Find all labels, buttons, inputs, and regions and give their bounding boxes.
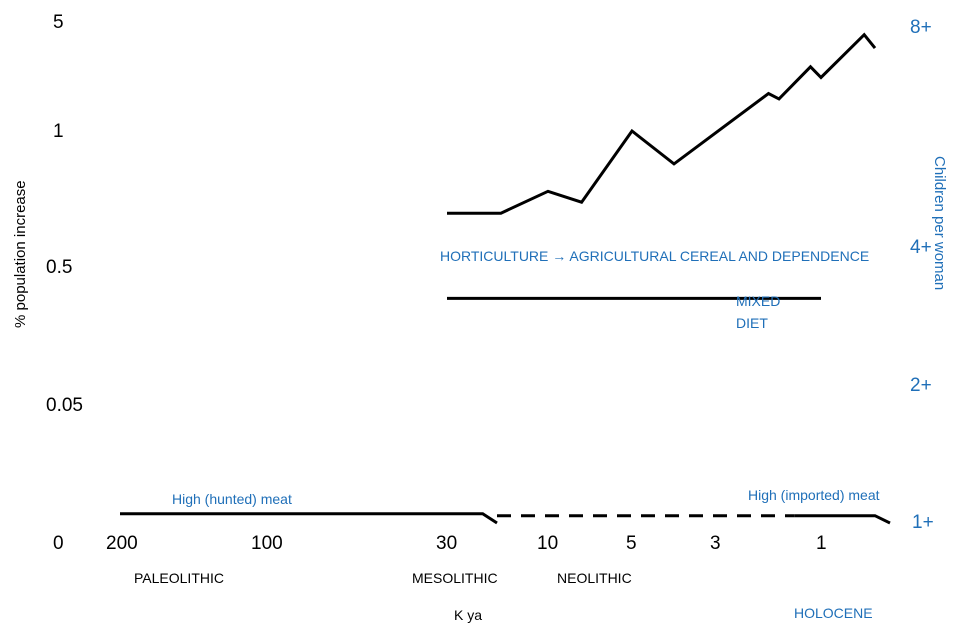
y-tick-left: 1	[53, 121, 64, 142]
x-tick: 1	[816, 533, 827, 554]
series-line-5	[794, 514, 891, 525]
x-tick: 30	[436, 533, 458, 554]
annotation-mixed: MIXED	[736, 293, 781, 309]
x-tick: 100	[251, 533, 283, 554]
annotation-diet: DIET	[736, 315, 768, 331]
annotation-imported-meat: High (imported) meat	[748, 487, 880, 503]
y-tick-left: 0.05	[46, 395, 83, 416]
y-axis-title-left: % population increase	[12, 180, 29, 328]
x-tick: 200	[106, 533, 138, 554]
y-tick-right: 4+	[910, 237, 932, 258]
annotation-hunted-meat: High (hunted) meat	[172, 491, 292, 507]
y-tick-right: 8+	[910, 17, 932, 38]
period-label-mesolithic: MESOLITHIC	[412, 570, 498, 586]
y-tick-left: 0	[53, 533, 64, 554]
series-line-3	[120, 512, 498, 525]
series-layer	[120, 32, 891, 525]
x-tick: 3	[710, 533, 721, 554]
x-tick: 10	[537, 533, 559, 554]
period-label-paleolithic: PALEOLITHIC	[134, 570, 224, 586]
y-tick-left: 0.5	[46, 257, 73, 278]
y-axis-title-right: Children per woman	[931, 156, 948, 291]
x-tick: 5	[626, 533, 637, 554]
period-label-neolithic: NEOLITHIC	[557, 570, 632, 586]
y-tick-right: 1+	[912, 512, 934, 533]
series-line-1	[447, 32, 877, 215]
annotation-horticulture: HORTICULTURE → AGRICULTURAL CEREAL AND D…	[440, 248, 870, 264]
period-label-holocene: HOLOCENE	[794, 605, 873, 621]
x-axis-title: K ya	[454, 607, 483, 623]
y-tick-right: 2+	[910, 375, 932, 396]
y-tick-left: 5	[53, 12, 64, 33]
